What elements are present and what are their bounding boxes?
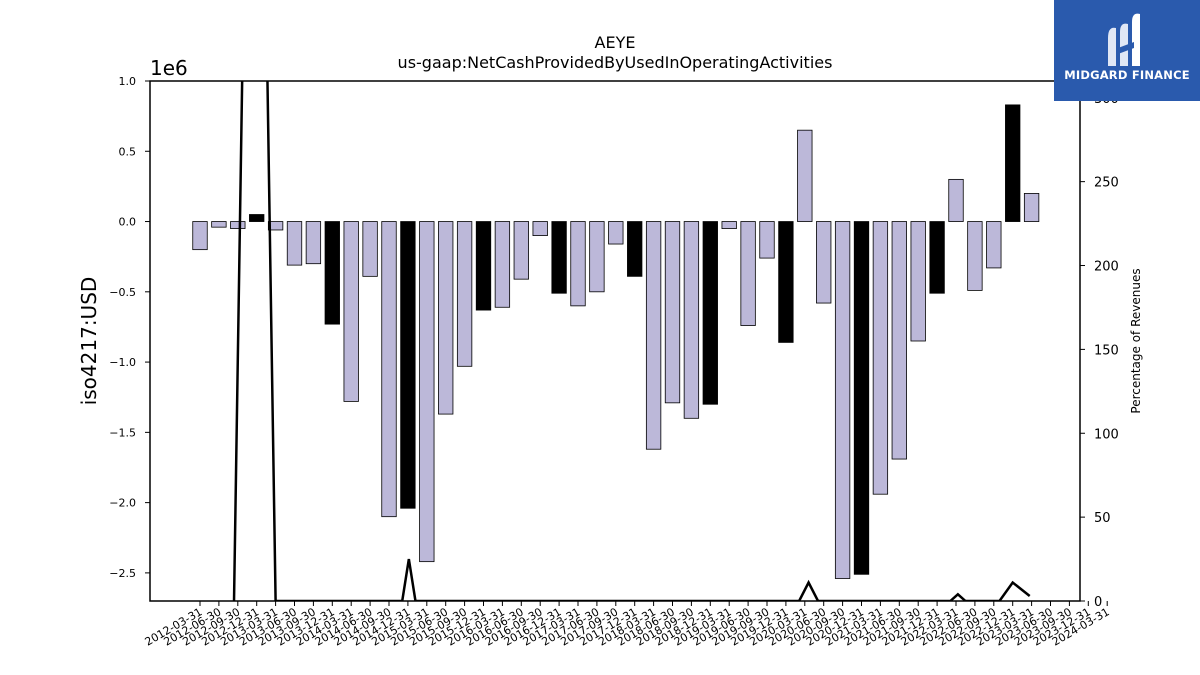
bar-2017-12-31 [627,221,643,277]
bar-2013-09-30 [305,221,322,265]
bar-2017-06-30 [589,221,605,293]
y-tick-label: −1.0 [109,356,136,369]
bar-2015-09-30 [456,221,473,367]
bar-2022-09-30 [986,221,1002,269]
y-tick-label: 0.5 [119,145,137,158]
y2-tick-label: 0 [1094,595,1102,610]
y-tick-label: −0.5 [109,286,136,299]
bar-2019-12-31 [778,221,794,343]
bar-2012-09-30 [230,221,246,229]
bar-2017-09-30 [608,221,624,245]
y2-tick-label: 150 [1094,343,1119,358]
bar-2012-03-31 [192,221,208,251]
y-ticks-layer: 1.0 0.5 0.0 −0.5 −1.0 −1.5 −2.0 −2.5 [109,75,150,580]
y2-axis-label: Percentage of Revenues [1129,268,1143,413]
bar-2013-12-31 [324,221,340,325]
bar-2014-06-30 [362,221,378,277]
bar-2014-09-30 [381,221,397,518]
bar-2018-12-31 [702,221,718,405]
bar-2016-12-31 [551,221,567,294]
bar-2022-06-30 [967,221,983,291]
bar-2018-06-30 [664,221,681,404]
bar-2018-09-30 [683,221,700,419]
percentage-of-revenues-line [232,81,1031,601]
bar-2023-03-31 [1023,193,1040,222]
bar-2015-12-31 [475,221,492,311]
bar-2014-12-31 [400,221,416,509]
y-tick-label: −1.5 [109,426,136,439]
bar-2016-09-30 [532,221,548,236]
bar-2018-03-31 [645,221,662,450]
y2-tick-label: 50 [1094,511,1111,526]
bar-2012-06-30 [211,221,227,228]
bar-2019-03-31 [721,221,737,229]
y-tick-label: 0.0 [119,216,137,229]
y-tick-label: 1.0 [119,75,137,88]
bar-2021-06-30 [891,221,907,460]
bar-2021-09-30 [910,221,926,342]
bar-2017-03-31 [570,221,586,307]
y2-tick-label: 100 [1094,427,1119,442]
logo-text: MIDGARD FINANCE [1064,68,1190,82]
x-ticks-layer: 2012-03-312012-06-302012-09-302012-12-31… [143,601,1112,649]
line-layer [232,81,1031,601]
bar-2021-12-31 [929,221,945,294]
y-scale-label: 1e6 [150,56,188,80]
bar-2022-12-31 [1005,104,1021,222]
plot-frame [149,80,1081,602]
logo-icon [1108,13,1140,66]
bar-2020-06-30 [816,221,832,304]
y-axis-label: iso4217:USD [77,277,101,406]
chart-title: AEYE [595,33,636,52]
brand-logo: MIDGARD FINANCE [1054,0,1200,101]
bar-2013-03-31 [267,221,284,231]
bar-2021-03-31 [872,221,889,495]
bar-2012-12-31 [249,214,265,222]
bar-2019-06-30 [740,221,756,326]
bar-2016-06-30 [513,221,529,280]
axes-layer [149,80,1081,602]
bar-2022-03-31 [948,178,964,222]
chart-subtitle: us-gaap:NetCashProvidedByUsedInOperating… [398,53,833,72]
bar-2015-03-31 [419,221,435,563]
bar-2013-06-30 [286,221,303,266]
y-tick-label: −2.5 [109,567,136,580]
bar-2016-03-31 [494,221,511,308]
bar-2014-03-31 [343,221,359,402]
y2-tick-label: 200 [1094,260,1119,275]
bar-2020-09-30 [834,221,851,579]
bars-layer [192,104,1040,579]
y2-tick-label: 250 [1094,176,1119,191]
bar-2020-12-31 [853,221,870,575]
y2-ticks-layer: 050100150200250300 [1080,92,1119,610]
bar-2019-09-30 [759,221,775,259]
bar-2015-06-30 [438,221,454,415]
bar-2020-03-31 [797,129,813,222]
y-tick-label: −2.0 [109,497,136,510]
